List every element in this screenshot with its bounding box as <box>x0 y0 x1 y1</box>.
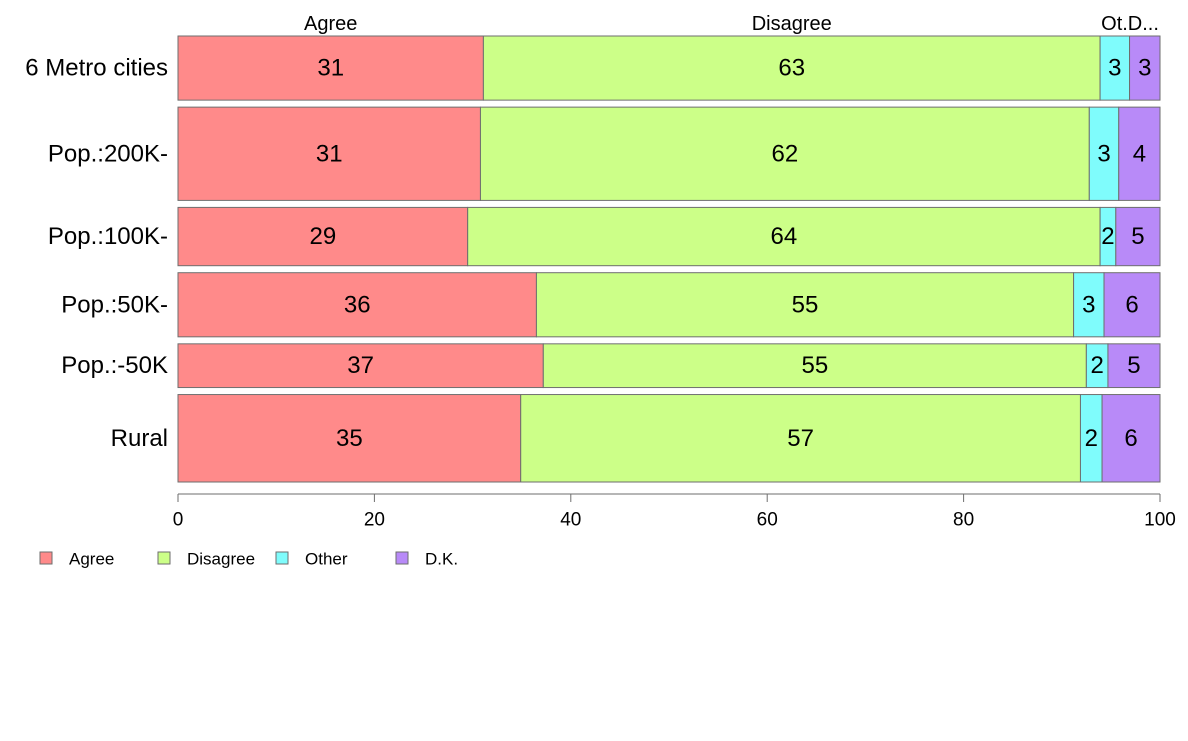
value-label-d-k-6-metro-cities: 3 <box>1138 55 1151 82</box>
bar-agree-pop-100k <box>177 206 469 267</box>
value-label-d-k-rural: 6 <box>1124 425 1137 452</box>
value-label-d-k-pop-200k: 4 <box>1133 140 1146 167</box>
value-label-agree-pop-100k: 29 <box>309 223 336 250</box>
bar-agree-pop-200k <box>177 106 481 201</box>
value-label-agree-6-metro-cities: 31 <box>317 55 344 82</box>
bar-other-pop-200k <box>1088 106 1120 201</box>
x-tick-label-0: 0 <box>173 510 184 531</box>
bar-disagree-pop-50k <box>542 343 1087 389</box>
value-label-disagree-pop-50k: 55 <box>801 352 828 379</box>
x-tick-label-40: 40 <box>560 510 581 531</box>
bar-disagree-pop-100k <box>467 206 1101 267</box>
bar-d-k-pop-50k <box>1103 272 1161 338</box>
column-header-agree: Agree <box>304 13 357 35</box>
x-tick-label-60: 60 <box>757 510 778 531</box>
category-label-6-metro-cities: 6 Metro cities <box>25 55 168 82</box>
value-label-other-pop-100k: 2 <box>1101 223 1114 250</box>
value-label-other-rural: 2 <box>1085 425 1098 452</box>
column-header-ot-d: Ot.D... <box>1101 13 1159 35</box>
legend-swatch-disagree <box>157 551 171 565</box>
bar-disagree-pop-200k <box>479 106 1090 201</box>
bar-disagree-6-metro-cities <box>482 35 1101 101</box>
legend-label-other: Other <box>305 550 348 569</box>
legend-label-d-k: D.K. <box>425 550 458 569</box>
bar-agree-pop-50k <box>177 343 544 389</box>
value-label-agree-rural: 35 <box>336 425 363 452</box>
x-tick-label-80: 80 <box>953 510 974 531</box>
bar-d-k-pop-200k <box>1118 106 1161 201</box>
legend-label-disagree: Disagree <box>187 550 255 569</box>
category-label-pop-50k: Pop.:-50K <box>61 352 168 379</box>
value-label-disagree-rural: 57 <box>787 425 814 452</box>
value-label-agree-pop-200k: 31 <box>316 140 343 167</box>
value-label-disagree-pop-200k: 62 <box>772 140 799 167</box>
value-label-agree-pop-50k: 37 <box>347 352 374 379</box>
value-label-d-k-pop-100k: 5 <box>1131 223 1144 250</box>
value-label-other-pop-50k: 2 <box>1090 352 1103 379</box>
value-label-other-pop-50k: 3 <box>1082 291 1095 318</box>
bar-disagree-rural <box>520 394 1081 483</box>
category-label-pop-200k: Pop.:200K- <box>48 140 168 167</box>
bar-agree-pop-50k <box>177 272 537 338</box>
value-label-d-k-pop-50k: 6 <box>1125 291 1138 318</box>
category-label-pop-100k: Pop.:100K- <box>48 223 168 250</box>
legend-swatch-other <box>275 551 289 565</box>
bar-d-k-pop-100k <box>1115 206 1161 267</box>
value-label-disagree-pop-50k: 55 <box>792 291 819 318</box>
legend-swatch-d-k <box>395 551 409 565</box>
bar-other-pop-50k <box>1073 272 1105 338</box>
value-label-other-pop-200k: 3 <box>1097 140 1110 167</box>
category-label-rural: Rural <box>111 425 168 452</box>
bar-agree-6-metro-cities <box>177 35 484 101</box>
legend-swatch-agree <box>39 551 53 565</box>
value-label-agree-pop-50k: 36 <box>344 291 371 318</box>
bar-other-6-metro-cities <box>1099 35 1131 101</box>
bar-d-k-6-metro-cities <box>1129 35 1161 101</box>
x-tick-label-100: 100 <box>1144 510 1176 531</box>
bar-d-k-pop-50k <box>1107 343 1161 389</box>
bar-d-k-rural <box>1101 394 1161 483</box>
x-tick-label-20: 20 <box>364 510 385 531</box>
value-label-disagree-pop-100k: 64 <box>771 223 798 250</box>
bar-disagree-pop-50k <box>535 272 1075 338</box>
legend-label-agree: Agree <box>69 550 114 569</box>
column-header-disagree: Disagree <box>752 13 832 35</box>
value-label-d-k-pop-50k: 5 <box>1127 352 1140 379</box>
value-label-other-6-metro-cities: 3 <box>1108 55 1121 82</box>
category-label-pop-50k: Pop.:50K- <box>61 291 168 318</box>
value-label-disagree-6-metro-cities: 63 <box>778 55 805 82</box>
